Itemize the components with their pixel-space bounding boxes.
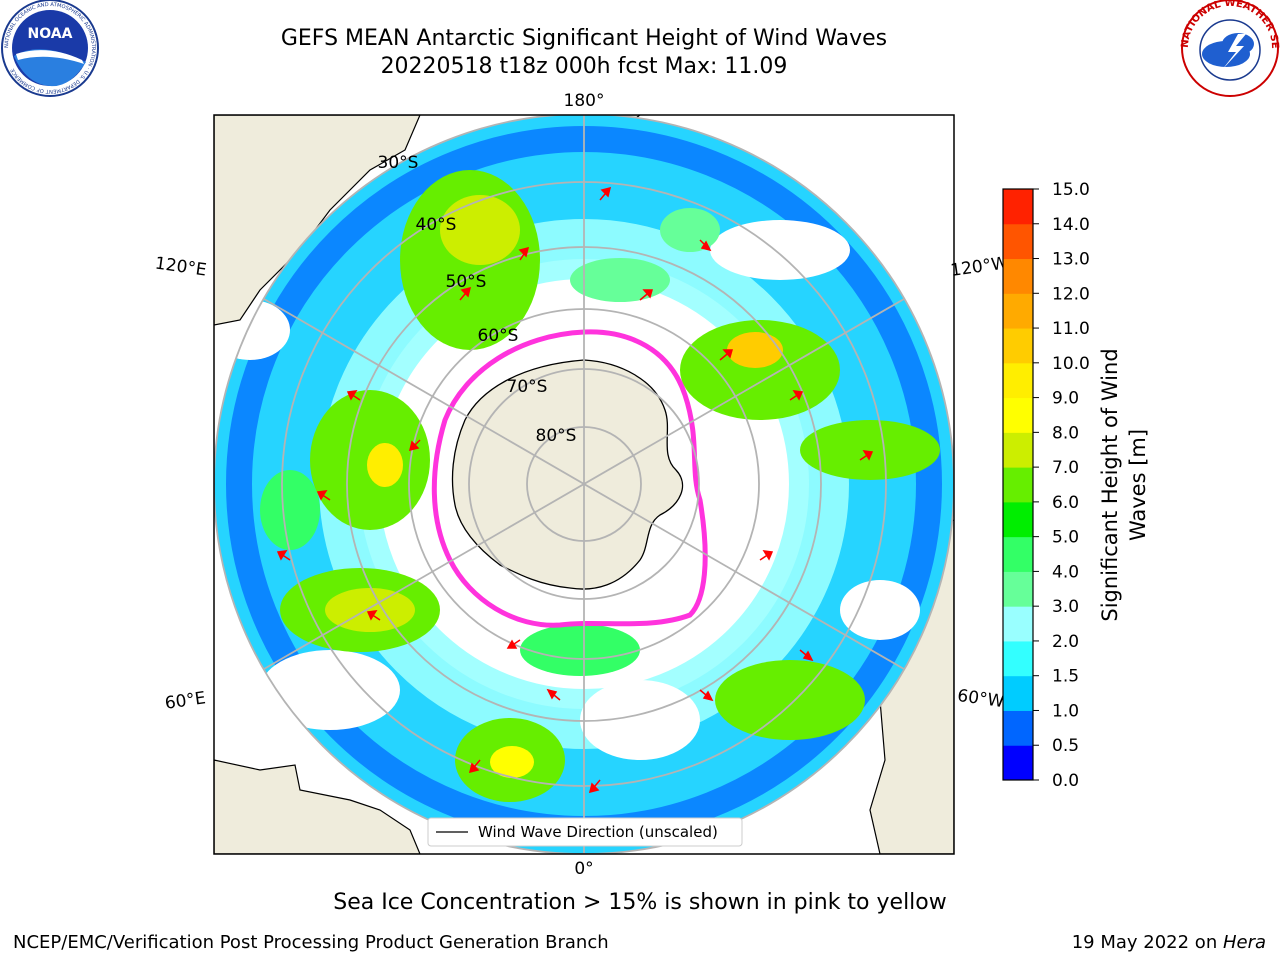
colorbar-tick-label: 6.0	[1052, 493, 1079, 513]
graticule	[214, 115, 954, 854]
colorbar-segment	[1003, 501, 1033, 538]
noaa-logo-icon: NOAA NATIONAL OCEANIC AND ATMOSPHERIC AD…	[1, 0, 99, 97]
colorbar-tick-label: 12.0	[1052, 284, 1090, 304]
lat-label-70s: 70°S	[507, 377, 548, 397]
colorbar-segment	[1003, 328, 1033, 364]
colorbar-segment	[1003, 640, 1033, 677]
colorbar-tick-label: 7.0	[1052, 458, 1079, 478]
lat-label-30s: 30°S	[378, 153, 419, 173]
colorbar-tick-label: 4.0	[1052, 562, 1079, 582]
colorbar-tick-label: 9.0	[1052, 389, 1079, 409]
colorbar-segment	[1003, 223, 1033, 260]
colorbar-segment	[1003, 571, 1033, 607]
noaa-logo-text: NOAA	[28, 26, 73, 42]
colorbar-segment	[1003, 189, 1033, 225]
colorbar-frame	[1002, 188, 1034, 781]
colorbar-segment	[1003, 362, 1033, 399]
logos: NOAA NATIONAL OCEANIC AND ATMOSPHERIC AD…	[0, 0, 1280, 97]
colorbar-tick-label: 15.0	[1052, 180, 1090, 200]
colorbar-tick-label: 3.0	[1052, 597, 1079, 617]
map-subtitle: 20220518 t18z 000h fcst Max: 11.09	[380, 54, 788, 79]
lat-label-80s: 80°S	[536, 426, 577, 446]
colorbar-segment	[1003, 432, 1033, 468]
colorbar-ticks: 0.0 0.5 1.0 1.5 2.0 3.0 4.0 5.0 6.0 7.0 8.0 9.0 10.0…	[1033, 180, 1090, 791]
colorbar-tick-label: 5.0	[1052, 528, 1079, 548]
lon-label-0: 0°	[574, 859, 593, 879]
colorbar-segment	[1003, 293, 1033, 329]
lat-label-60s: 60°S	[478, 326, 519, 346]
colorbar-tick-label: 0.0	[1052, 771, 1079, 791]
colorbar-label-line1: Significant Height of Wind	[1098, 348, 1122, 621]
colorbar-tick-label: 14.0	[1052, 215, 1090, 235]
colorbar-segment	[1003, 606, 1033, 642]
lat-label-40s: 40°S	[416, 215, 457, 235]
colorbar-tick-label: 13.0	[1052, 250, 1090, 270]
colorbar-segment	[1003, 467, 1033, 503]
colorbar-segment	[1003, 675, 1033, 711]
map-title: GEFS MEAN Antarctic Significant Height o…	[280, 26, 888, 51]
lon-label-180: 180°	[564, 91, 605, 111]
arrow-legend: Wind Wave Direction (unscaled)	[427, 817, 743, 847]
colorbar-tick-label: 0.5	[1052, 736, 1079, 756]
colorbar-tick-label: 1.0	[1052, 701, 1079, 721]
credit-line: NCEP/EMC/Verification Post Processing Pr…	[13, 932, 609, 953]
map-frame	[213, 114, 955, 855]
colorbar-segments	[1003, 189, 1033, 781]
lat-label-50s: 50°S	[446, 272, 487, 292]
date-text: 19 May 2022 on	[1071, 932, 1223, 953]
wave-maxima	[260, 170, 940, 802]
colorbar-tick-label: 11.0	[1052, 319, 1090, 339]
colorbar-tick-label: 10.0	[1052, 354, 1090, 374]
colorbar-label-line2: Waves [m]	[1126, 429, 1150, 541]
colorbar-segment	[1003, 536, 1033, 572]
date-stamp: 19 May 2022 on Hera	[1072, 932, 1266, 953]
colorbar-segment	[1003, 710, 1033, 746]
colorbar-segment	[1003, 258, 1033, 294]
colorbar-tick-label: 8.0	[1052, 423, 1079, 443]
colorbar-segment	[1003, 397, 1033, 433]
colorbar-tick-label: 1.5	[1052, 667, 1079, 687]
colorbar-tick-label: 2.0	[1052, 632, 1079, 652]
sea-ice-note: Sea Ice Concentration > 15% is shown in …	[333, 890, 947, 915]
colorbar-segment	[1003, 745, 1033, 781]
legend-label: Wind Wave Direction (unscaled)	[478, 823, 718, 841]
machine-name: Hera	[1222, 932, 1266, 953]
wind-wave-arrows	[276, 186, 874, 794]
